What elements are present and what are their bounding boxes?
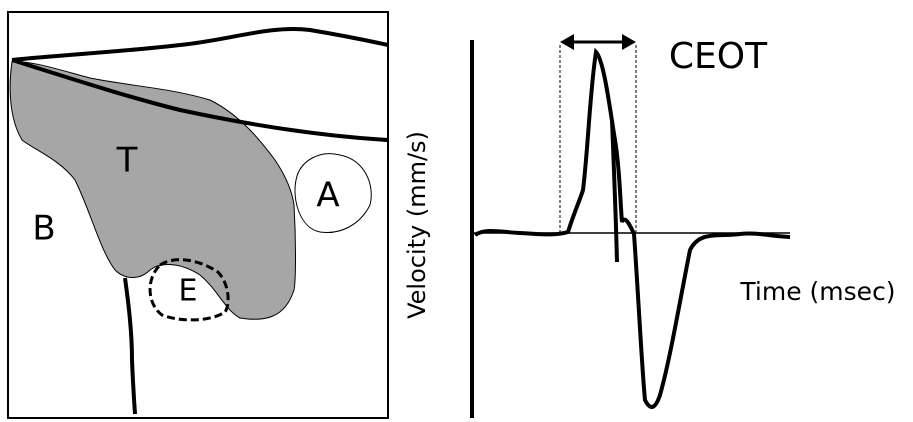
- figure: T A B E CEOT Velocity (mm/s) Time (msec): [0, 0, 913, 422]
- ceot-label: CEOT: [669, 36, 768, 77]
- label-e: E: [179, 274, 198, 309]
- x-axis-label: Time (msec): [739, 277, 895, 306]
- label-t: T: [116, 141, 138, 181]
- right-panel: CEOT Velocity (mm/s) Time (msec): [403, 34, 896, 418]
- label-b: B: [32, 209, 55, 249]
- left-panel: T A B E: [8, 12, 388, 418]
- label-a: A: [316, 176, 339, 216]
- y-axis-label: Velocity (mm/s): [403, 131, 431, 319]
- velocity-trace: [475, 52, 790, 407]
